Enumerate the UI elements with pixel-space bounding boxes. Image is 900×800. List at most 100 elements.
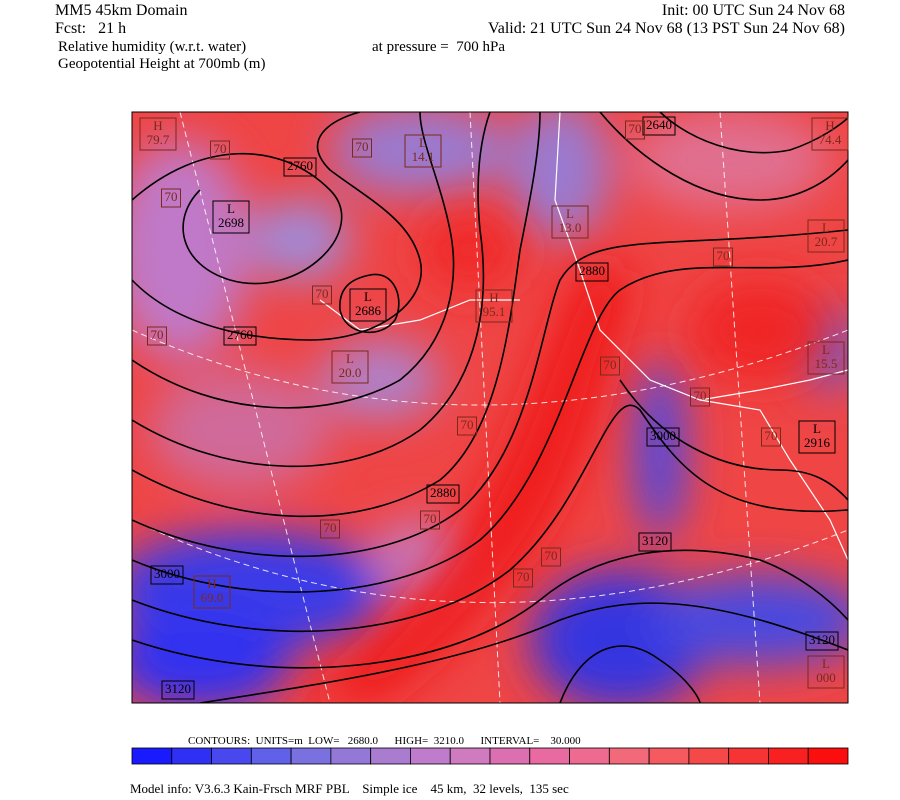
humidity-label-box xyxy=(161,188,181,208)
height-label: 3000 xyxy=(650,428,676,443)
pressure-level: at pressure = 700 hPa xyxy=(372,39,506,55)
height-label-box xyxy=(638,532,672,552)
humidity-label-box xyxy=(420,510,440,530)
center-box xyxy=(798,420,836,454)
valid-time: Valid: 21 UTC Sun 24 Nov 68 (13 PST Sun … xyxy=(487,20,845,37)
map-frame xyxy=(131,111,849,704)
colorbar-swatch xyxy=(290,747,332,765)
humidity-label-group: 70 xyxy=(713,247,733,267)
center-box xyxy=(475,289,513,323)
contour-info: CONTOURS: UNITS=m LOW= 2680.0 HIGH= 3210… xyxy=(188,735,581,747)
colorbar-swatch xyxy=(489,747,531,765)
humidity-label-box xyxy=(625,120,645,140)
center-value: 74.4 xyxy=(819,132,842,147)
height-label: 2760 xyxy=(287,158,313,173)
center-kind: H xyxy=(207,576,216,591)
colorbar xyxy=(131,747,849,765)
height-label-group: 3120 xyxy=(805,631,839,651)
colorbar-swatch xyxy=(807,747,849,765)
center-value: 69.0 xyxy=(201,590,224,605)
humidity-label: 70 xyxy=(356,139,369,154)
humidity-label: 70 xyxy=(214,141,227,156)
humidity-label: 70 xyxy=(629,121,642,136)
field-name: Relative humidity (w.r.t. water) xyxy=(58,39,247,55)
model-title: MM5 45km Domain xyxy=(55,2,188,19)
forecast-hour: Fcst: 21 h xyxy=(55,20,127,37)
colorbar-swatch xyxy=(131,747,173,765)
humidity-label-box xyxy=(713,247,733,267)
center-kind: L xyxy=(822,342,830,357)
colorbar-swatch xyxy=(250,747,292,765)
humidity-label-box xyxy=(600,356,620,376)
height-label-box xyxy=(642,116,676,136)
height-label: 2760 xyxy=(227,327,253,342)
center-value: 79.7 xyxy=(147,132,170,147)
center-value: 15.5 xyxy=(815,356,838,371)
height-label: 3120 xyxy=(165,681,191,696)
colorbar-swatch xyxy=(211,747,252,765)
field-name: Geopotential Height at 700mb (m) xyxy=(58,56,266,72)
height-label-group: 2880 xyxy=(426,484,460,504)
center-kind: L xyxy=(566,206,574,221)
colorbar-swatch xyxy=(330,747,372,765)
colorbar-swatch xyxy=(410,747,451,765)
colorbar-swatch xyxy=(688,747,730,765)
humidity-field xyxy=(132,112,848,703)
center-box xyxy=(331,350,369,384)
humidity-label-group: 70 xyxy=(352,138,372,158)
height-label-group: 2640 xyxy=(642,116,676,136)
humidity-label: 70 xyxy=(517,569,530,584)
colorbar-swatch xyxy=(449,747,491,765)
center-box xyxy=(404,134,442,168)
humidity-label-group: 70 xyxy=(312,285,332,305)
colorbar-swatch xyxy=(370,747,411,765)
humidity-label-group: 70 xyxy=(457,416,477,436)
colorbar-swatch xyxy=(768,747,809,765)
height-label-box xyxy=(161,680,195,700)
center-kind: H xyxy=(825,118,834,133)
colorbar-swatch xyxy=(728,747,769,765)
humidity-label: 70 xyxy=(324,520,337,535)
height-label-box xyxy=(150,565,184,585)
humidity-label-box xyxy=(761,427,781,447)
height-label: 3120 xyxy=(642,533,668,548)
height-label-group: 3120 xyxy=(161,680,195,700)
humidity-label: 70 xyxy=(717,248,730,263)
humidity-label-group: 70 xyxy=(690,387,710,407)
center-box xyxy=(811,117,849,151)
humidity-label: 70 xyxy=(604,357,617,372)
humidity-label-box xyxy=(352,138,372,158)
humidity-label-box xyxy=(147,326,167,346)
height-label-group: 2760 xyxy=(283,157,317,177)
humidity-label: 70 xyxy=(316,286,329,301)
height-label: 3000 xyxy=(154,566,180,581)
height-label-group: 2760 xyxy=(223,326,257,346)
humidity-label-group: 70 xyxy=(541,547,561,567)
center-value: 95.1 xyxy=(483,304,506,319)
humidity-label-box xyxy=(320,519,340,539)
height-label-group: 3000 xyxy=(646,427,680,447)
humidity-label-group: 70 xyxy=(147,326,167,346)
center-value: 20.0 xyxy=(339,365,362,380)
center-kind: L xyxy=(346,351,354,366)
humidity-label-group: 70 xyxy=(420,510,440,530)
height-label-group: 2880 xyxy=(575,262,609,282)
init-time: Init: 00 UTC Sun 24 Nov 68 xyxy=(661,2,845,19)
height-label-box xyxy=(646,427,680,447)
center-box xyxy=(349,288,387,322)
height-label-box xyxy=(805,631,839,651)
center-kind: L xyxy=(822,220,830,235)
model-info: Model info: V3.6.3 Kain-Frsch MRF PBL Si… xyxy=(130,781,569,796)
center-box xyxy=(807,219,845,253)
center-value: 2916 xyxy=(804,435,831,450)
center-value: 14.1 xyxy=(412,149,435,164)
center-value: 2686 xyxy=(355,303,382,318)
humidity-label-group: 70 xyxy=(320,519,340,539)
humidity-label-group: 70 xyxy=(625,120,645,140)
humidity-label-box xyxy=(513,568,533,588)
colorbar-swatch xyxy=(569,747,610,765)
center-box xyxy=(212,200,250,234)
center-box xyxy=(551,205,589,239)
